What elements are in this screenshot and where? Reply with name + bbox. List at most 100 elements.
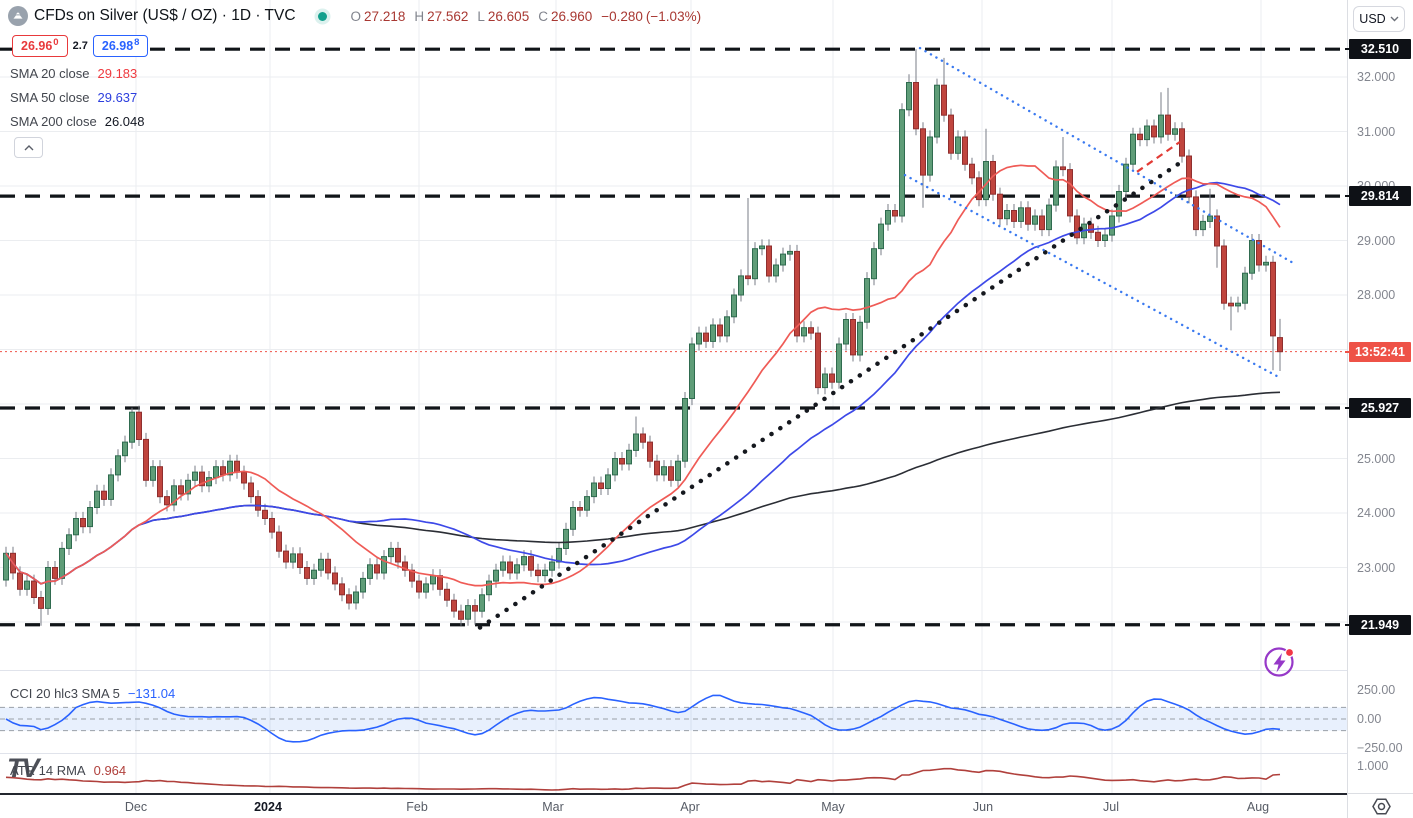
- scale-settings-gear-icon[interactable]: [1371, 797, 1391, 816]
- candle[interactable]: [920, 122, 926, 208]
- candle[interactable]: [605, 468, 611, 495]
- candle[interactable]: [1214, 209, 1220, 268]
- candle[interactable]: [423, 577, 429, 599]
- candle[interactable]: [1263, 255, 1269, 272]
- candle[interactable]: [94, 484, 100, 515]
- candle[interactable]: [339, 577, 345, 602]
- candle[interactable]: [633, 416, 639, 457]
- candle[interactable]: [1004, 204, 1010, 226]
- candle[interactable]: [1172, 122, 1178, 141]
- candle[interactable]: [948, 108, 954, 160]
- price-axis[interactable]: USD 32.00031.00030.00029.00028.00027.000…: [1345, 0, 1413, 793]
- candle[interactable]: [808, 321, 814, 340]
- candle[interactable]: [584, 490, 590, 517]
- candle[interactable]: [66, 528, 72, 555]
- candle[interactable]: [815, 326, 821, 395]
- candle[interactable]: [857, 315, 863, 362]
- candles-layer[interactable]: [3, 49, 1283, 626]
- candle[interactable]: [1025, 201, 1031, 231]
- candle[interactable]: [1221, 239, 1227, 310]
- candle[interactable]: [108, 468, 114, 506]
- candle[interactable]: [402, 555, 408, 577]
- candle[interactable]: [689, 337, 695, 406]
- candle[interactable]: [1277, 318, 1283, 371]
- candle[interactable]: [276, 525, 282, 558]
- trendline-black-dotted[interactable]: [477, 158, 1186, 630]
- candle[interactable]: [1256, 234, 1262, 272]
- candle[interactable]: [269, 511, 275, 539]
- candle[interactable]: [1144, 119, 1150, 147]
- candle[interactable]: [1249, 234, 1255, 280]
- candle[interactable]: [458, 604, 464, 626]
- candle[interactable]: [444, 582, 450, 607]
- ask-button[interactable]: 26.98 8: [92, 35, 149, 57]
- candle[interactable]: [451, 593, 457, 618]
- candle[interactable]: [129, 407, 135, 449]
- market-status-icon[interactable]: [317, 11, 327, 21]
- axis-corner[interactable]: [1347, 793, 1413, 818]
- candle[interactable]: [1053, 160, 1059, 212]
- candle[interactable]: [724, 310, 730, 343]
- candle[interactable]: [822, 367, 828, 395]
- candle[interactable]: [486, 574, 492, 602]
- candle[interactable]: [1102, 228, 1108, 248]
- candle[interactable]: [192, 465, 198, 487]
- candle[interactable]: [465, 599, 471, 626]
- candle[interactable]: [213, 460, 219, 485]
- time-axis[interactable]: Dec 2024 Feb Mar Apr May Jun Jul Aug: [0, 793, 1347, 818]
- candle[interactable]: [136, 405, 142, 446]
- candle[interactable]: [1137, 127, 1143, 147]
- candle[interactable]: [171, 479, 177, 512]
- candle[interactable]: [1228, 296, 1234, 331]
- candle[interactable]: [73, 511, 79, 542]
- candle[interactable]: [682, 392, 688, 468]
- candle[interactable]: [577, 501, 583, 517]
- candle[interactable]: [437, 569, 443, 596]
- candle[interactable]: [80, 511, 86, 534]
- candle[interactable]: [143, 432, 149, 487]
- candle[interactable]: [598, 476, 604, 496]
- candle[interactable]: [850, 313, 856, 362]
- candle[interactable]: [185, 473, 191, 501]
- candle[interactable]: [1032, 209, 1038, 231]
- chart-canvas[interactable]: [0, 0, 1347, 793]
- candle[interactable]: [227, 454, 233, 482]
- candle[interactable]: [409, 563, 415, 588]
- candle[interactable]: [500, 555, 506, 577]
- sma-50-legend-row[interactable]: SMA 50 close 29.637: [10, 90, 137, 105]
- candle[interactable]: [1165, 87, 1171, 141]
- candle[interactable]: [752, 242, 758, 286]
- candle[interactable]: [430, 569, 436, 591]
- candle[interactable]: [381, 550, 387, 580]
- candle[interactable]: [913, 49, 919, 136]
- candle[interactable]: [787, 244, 793, 261]
- candle[interactable]: [1207, 188, 1213, 228]
- candle[interactable]: [675, 454, 681, 487]
- candle[interactable]: [1060, 137, 1066, 177]
- candle[interactable]: [38, 590, 44, 626]
- candle[interactable]: [304, 561, 310, 585]
- candle[interactable]: [899, 103, 905, 223]
- candle[interactable]: [1039, 209, 1045, 237]
- candle[interactable]: [1018, 201, 1024, 228]
- channel-upper-blue-dotted[interactable]: [918, 46, 1294, 264]
- candle[interactable]: [367, 558, 373, 585]
- candle[interactable]: [710, 318, 716, 348]
- candle[interactable]: [1109, 209, 1115, 242]
- sma-200-legend-row[interactable]: SMA 200 close 26.048: [10, 114, 144, 129]
- candle[interactable]: [703, 326, 709, 348]
- candle[interactable]: [962, 130, 968, 171]
- candle[interactable]: [283, 544, 289, 569]
- sma-20-legend-row[interactable]: SMA 20 close 29.183: [10, 66, 137, 81]
- candle[interactable]: [612, 452, 618, 482]
- candle[interactable]: [290, 547, 296, 569]
- candle[interactable]: [395, 541, 401, 569]
- candle[interactable]: [346, 588, 352, 610]
- candle[interactable]: [591, 476, 597, 504]
- candle[interactable]: [87, 501, 93, 534]
- candle[interactable]: [318, 552, 324, 577]
- candle[interactable]: [619, 452, 625, 471]
- candle[interactable]: [927, 130, 933, 182]
- candle[interactable]: [150, 460, 156, 487]
- sma-20-line[interactable]: [5, 164, 1281, 587]
